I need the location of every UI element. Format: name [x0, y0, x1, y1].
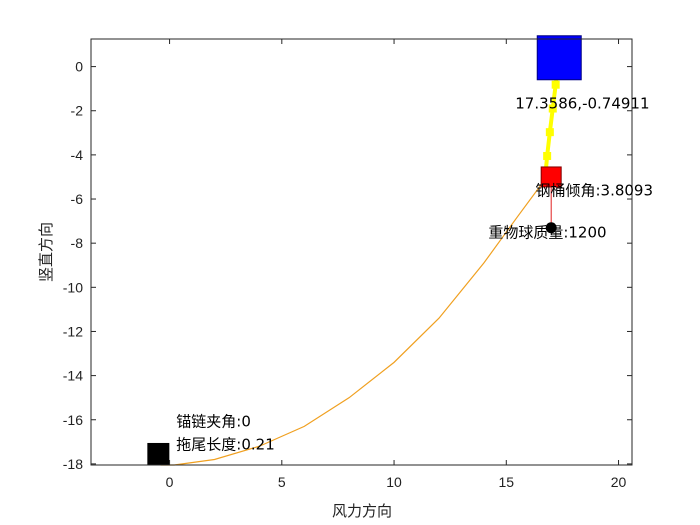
y-axis-label: 竖直方向	[37, 222, 55, 282]
y-tick-label: -10	[63, 279, 83, 295]
y-tick-label: -4	[71, 147, 84, 163]
steel-pipe-joint	[548, 104, 557, 113]
y-tick-label: -18	[63, 456, 83, 472]
annotation-buoy-pos: 17.3586,-0.74911	[515, 95, 649, 113]
x-axis-label: 风力方向	[332, 502, 392, 520]
x-tick-label: 0	[166, 474, 174, 490]
annotation-ball-mass: 重物球质量:1200	[488, 224, 606, 242]
steel-pipe-joint	[545, 128, 554, 137]
anchor-chain-line	[160, 179, 545, 466]
weight-ball-marker	[545, 222, 557, 234]
y-tick-label: -2	[71, 103, 84, 119]
x-tick-label: 5	[278, 474, 286, 490]
annotation-tail-length: 拖尾长度:0.21	[176, 436, 274, 454]
anchor-marker	[147, 442, 170, 465]
x-tick-label: 20	[611, 474, 627, 490]
y-tick-label: 0	[75, 59, 83, 75]
annotation-anchor-angle: 锚链夹角:0	[176, 412, 251, 430]
y-tick-label: -6	[71, 191, 84, 207]
steel-pipe-joint	[551, 80, 560, 89]
y-tick-label: -8	[71, 235, 84, 251]
x-tick-label: 15	[499, 474, 515, 490]
steel-pipe-joint	[543, 151, 552, 160]
buoy-marker	[536, 35, 582, 81]
plot-frame	[90, 38, 633, 466]
x-tick-label: 10	[386, 474, 402, 490]
y-tick-label: -14	[63, 368, 83, 384]
plot-background	[91, 39, 632, 465]
y-tick-label: -12	[63, 323, 83, 339]
steel-drum-marker	[540, 166, 562, 188]
annotation-drum-angle: 钢桶倾角:3.8093	[535, 182, 653, 200]
y-tick-label: -16	[63, 412, 83, 428]
